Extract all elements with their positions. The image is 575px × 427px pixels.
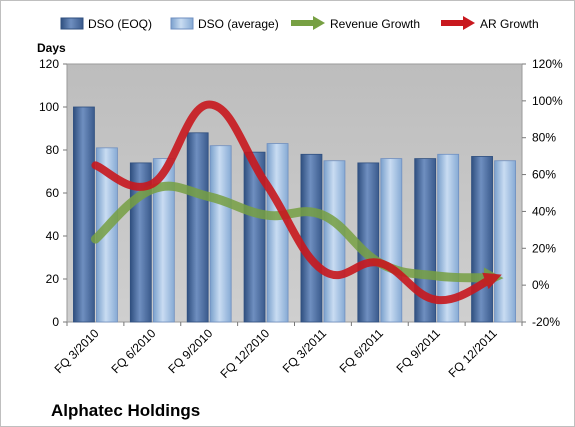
bar-dso-eoq	[300, 153, 323, 323]
line-ar-growth	[91, 100, 502, 305]
legend: DSO (EOQ) DSO (average) Revenue Growth A…	[60, 16, 539, 31]
bar-dso-average	[209, 145, 232, 323]
bar-dso-eoq	[471, 156, 493, 323]
x-tick-label: FQ 3/2010	[52, 326, 102, 376]
x-tick-label: FQ 12/2011	[446, 326, 500, 380]
x-tick-label: FQ 3/2011	[280, 326, 330, 376]
legend-label-revenue-growth: Revenue Growth	[330, 17, 420, 31]
x-tick-label: FQ 9/2011	[393, 326, 443, 376]
right-tick-label: 80%	[532, 131, 556, 145]
left-tick-label: 60	[46, 186, 60, 200]
left-axis-ticks: 0 20 40 60 80 100 120	[39, 57, 67, 329]
legend-swatch-dso-eoq	[60, 17, 84, 30]
x-axis-labels: FQ 3/2010 FQ 6/2010 FQ 9/2010 FQ 12/2010 FQ …	[52, 326, 500, 381]
bar-dso-eoq	[186, 132, 209, 323]
right-tick-label: 20%	[532, 241, 556, 255]
x-tick-label: FQ 6/2010	[108, 326, 158, 376]
left-tick-label: 0	[52, 315, 59, 329]
bar-dso-average	[323, 160, 346, 323]
chart-title: Alphatec Holdings	[51, 401, 200, 420]
bar-dso-average	[152, 158, 175, 323]
right-tick-label: -20%	[532, 315, 560, 329]
right-tick-label: 120%	[532, 57, 563, 71]
x-tick-label: FQ 9/2010	[165, 326, 215, 376]
left-tick-label: 20	[46, 272, 60, 286]
x-tick-label: FQ 6/2011	[337, 326, 387, 376]
right-tick-label: 0%	[532, 278, 550, 292]
bar-dso-eoq	[414, 158, 437, 323]
bar-series	[66, 106, 523, 326]
right-tick-label: 40%	[532, 204, 556, 218]
right-tick-label: 60%	[532, 168, 556, 182]
right-axis-ticks: -20% 0% 20% 40% 60% 80% 100% 120%	[522, 57, 563, 329]
line-revenue-growth	[90, 181, 504, 288]
legend-swatch-ar-growth	[441, 16, 475, 30]
legend-swatch-revenue-growth	[291, 16, 325, 30]
legend-label-dso-eoq: DSO (EOQ)	[88, 17, 152, 31]
legend-label-dso-average: DSO (average)	[198, 17, 279, 31]
left-tick-label: 40	[46, 229, 60, 243]
line-series	[90, 100, 504, 305]
left-tick-label: 100	[39, 100, 59, 114]
right-tick-label: 100%	[532, 94, 563, 108]
legend-label-ar-growth: AR Growth	[480, 17, 539, 31]
left-tick-label: 80	[46, 143, 60, 157]
bar-dso-eoq	[73, 106, 95, 323]
legend-swatch-dso-average	[170, 17, 194, 30]
bar-dso-average	[266, 143, 289, 323]
bar-dso-average	[380, 158, 403, 323]
y-axis-title-left: Days	[37, 41, 66, 55]
bar-dso-eoq	[243, 151, 266, 323]
x-tick-label: FQ 12/2010	[217, 326, 272, 381]
left-tick-label: 120	[39, 57, 59, 71]
bar-dso-average	[494, 160, 516, 323]
